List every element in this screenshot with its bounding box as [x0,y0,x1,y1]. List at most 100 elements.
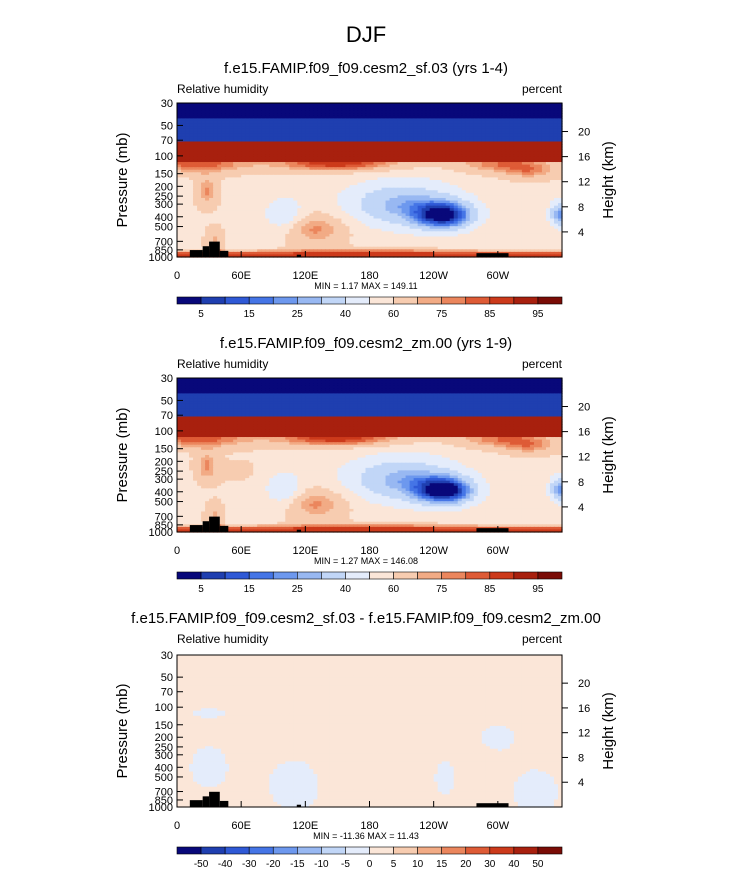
field-cell [261,231,266,235]
field-cell [473,182,479,186]
field-cell [177,223,182,227]
field-cell [321,187,326,191]
field-cell [249,200,254,204]
field-cell [353,123,359,127]
field-cell [269,233,274,238]
field-cell [501,154,507,158]
field-cell [501,205,507,209]
field-cell [281,213,286,217]
field-cell [377,185,383,189]
field-cell [425,197,431,202]
field-cell [369,164,375,168]
field-cell [433,123,439,127]
field-cell [369,195,375,199]
field-cell [549,197,555,202]
field-cell [269,182,274,186]
field-cell [429,126,435,130]
field-cell [405,151,411,155]
field-cell [397,156,403,161]
field-cell [229,167,234,171]
field-cell [517,162,523,166]
field-cell [409,187,415,191]
field-cell [285,164,290,168]
field-cell [361,223,367,227]
field-cell [553,131,559,135]
field-cell [209,164,214,168]
field-cell [269,118,274,122]
field-cell [181,231,186,235]
field-cell [353,223,359,227]
field-cell [557,110,563,114]
field-cell [513,164,519,168]
field-cell [265,226,270,230]
field-cell [241,159,246,163]
field-cell [241,141,246,145]
field-cell [469,226,475,230]
field-cell [465,190,471,194]
field-cell [409,208,415,212]
field-cell [549,110,555,114]
field-cell [409,215,415,220]
field-cell [213,172,218,176]
field-cell [493,192,499,196]
field-cell [353,197,359,202]
field-cell [261,213,266,217]
field-cell [517,208,523,212]
field-cell [329,162,335,166]
field-cell [369,192,375,196]
field-cell [301,164,306,168]
field-cell [529,208,535,212]
field-cell [325,162,330,166]
field-cell [329,172,335,176]
field-cell [321,228,326,232]
field-cell [309,159,314,163]
field-cell [465,185,471,189]
field-cell [345,167,351,171]
field-cell [305,162,310,166]
field-cell [261,141,266,145]
field-cell [473,159,479,163]
field-cell [269,159,274,163]
field-cell [293,141,298,145]
field-cell [221,221,226,225]
field-cell [305,200,310,204]
field-cell [213,203,218,207]
field-cell [305,151,310,155]
field-cell [385,226,391,230]
field-cell [477,187,483,191]
field-cell [417,113,423,117]
field-cell [313,146,318,150]
field-cell [345,231,351,235]
field-cell [201,141,206,145]
field-cell [313,177,318,181]
field-cell [385,174,391,179]
field-cell [333,151,339,155]
field-cell [513,233,519,238]
field-cell [269,136,274,140]
field-cell [505,115,511,119]
field-cell [365,154,371,158]
field-cell [505,226,511,230]
field-cell [201,126,206,130]
field-cell [253,213,258,217]
field-cell [485,156,491,161]
field-cell [393,223,399,227]
field-cell [313,221,318,225]
field-cell [189,154,194,158]
field-cell [201,118,206,122]
field-cell [461,128,467,132]
field-cell [469,223,475,227]
field-cell [201,213,206,217]
field-cell [317,149,322,153]
field-cell [473,221,479,225]
field-cell [289,110,294,114]
field-cell [533,162,539,166]
field-cell [449,197,455,202]
field-cell [233,105,238,109]
field-cell [289,213,294,217]
field-cell [249,133,254,137]
field-cell [417,215,423,220]
field-cell [557,154,563,158]
field-cell [361,233,367,238]
field-cell [269,151,274,155]
